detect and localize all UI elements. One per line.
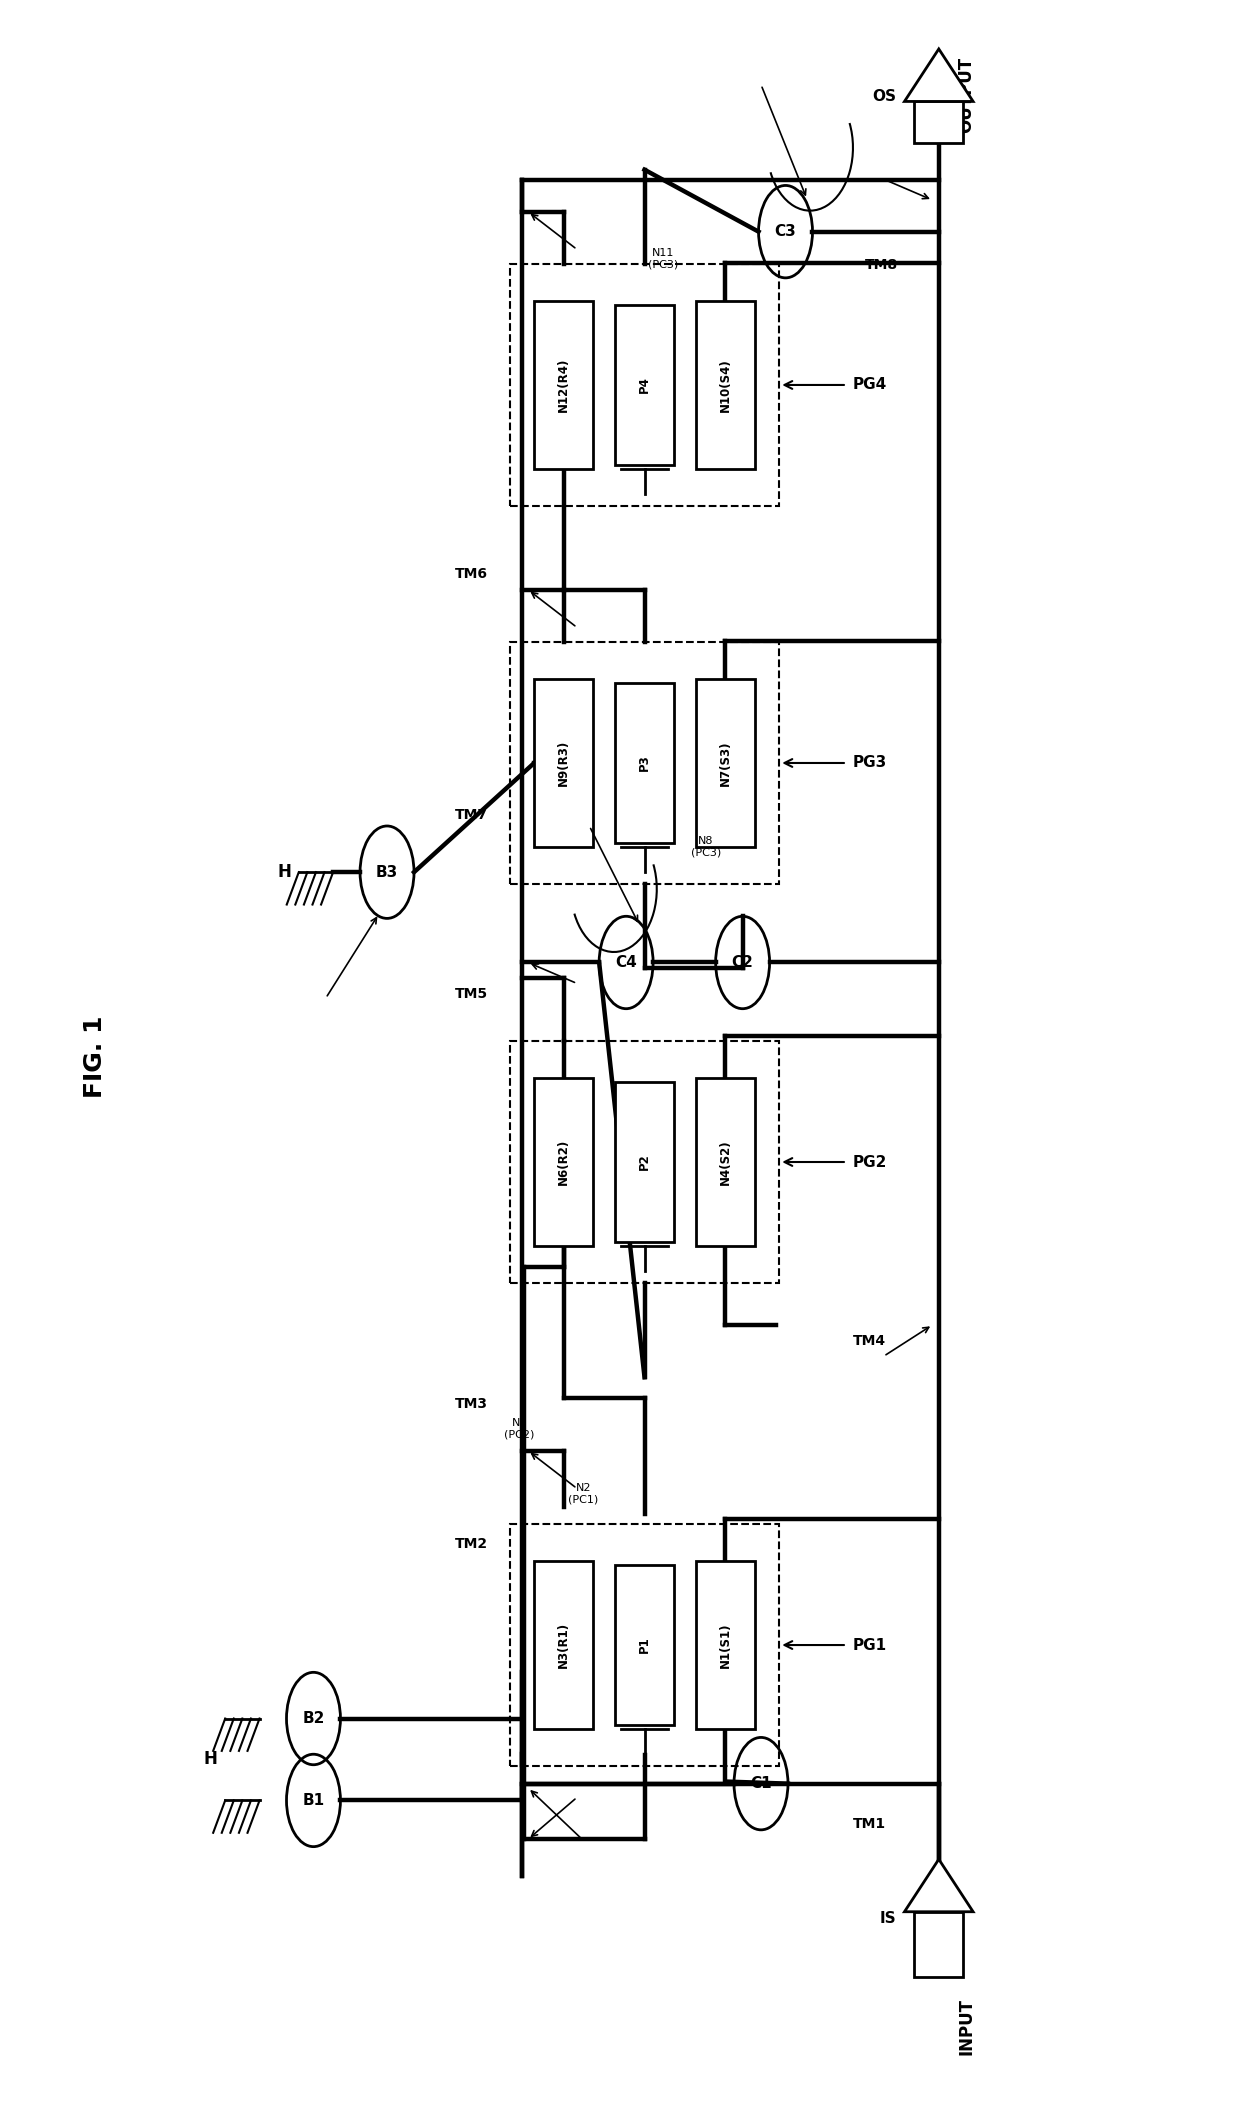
Text: OS: OS	[872, 89, 895, 104]
Text: P2: P2	[639, 1154, 651, 1171]
Text: N10(S4): N10(S4)	[719, 357, 732, 412]
Bar	[534, 1078, 593, 1245]
Text: TM8: TM8	[866, 258, 898, 273]
Bar	[696, 1560, 755, 1729]
Bar	[510, 264, 780, 505]
Polygon shape	[914, 101, 963, 144]
Text: PG2: PG2	[853, 1154, 888, 1169]
Text: N8
(PC3): N8 (PC3)	[691, 837, 720, 858]
Text: B2: B2	[303, 1710, 325, 1725]
Text: N5
(PC2): N5 (PC2)	[505, 1418, 534, 1440]
Bar	[534, 679, 593, 848]
Text: C1: C1	[750, 1776, 771, 1791]
Bar	[696, 300, 755, 469]
Text: TM4: TM4	[853, 1334, 887, 1347]
Bar	[615, 683, 675, 843]
Text: H: H	[278, 863, 291, 882]
Text: P3: P3	[639, 755, 651, 772]
Text: N4(S2): N4(S2)	[719, 1139, 732, 1184]
Polygon shape	[904, 49, 973, 101]
Bar	[696, 1078, 755, 1245]
Text: TM2: TM2	[454, 1537, 487, 1552]
Text: TM1: TM1	[853, 1816, 887, 1831]
Text: PG3: PG3	[853, 755, 887, 769]
Bar	[510, 1524, 780, 1765]
Text: TM6: TM6	[455, 567, 487, 581]
Text: TM5: TM5	[454, 987, 487, 1002]
Text: B3: B3	[376, 865, 398, 879]
Polygon shape	[914, 1911, 963, 1977]
Bar	[510, 643, 780, 884]
Bar	[510, 1042, 780, 1283]
Text: N9(R3): N9(R3)	[557, 740, 570, 786]
Text: N3(R1): N3(R1)	[557, 1621, 570, 1668]
Text: C4: C4	[615, 956, 637, 970]
Bar	[615, 1564, 675, 1725]
Text: IS: IS	[879, 1911, 895, 1926]
Text: H: H	[203, 1750, 218, 1769]
Text: FIG. 1: FIG. 1	[83, 1015, 107, 1099]
Text: INPUT: INPUT	[957, 1998, 975, 2055]
Bar	[615, 1082, 675, 1241]
Text: P1: P1	[639, 1636, 651, 1653]
Text: N2
(PC1): N2 (PC1)	[568, 1484, 599, 1505]
Text: PG4: PG4	[853, 378, 887, 393]
Text: N7(S3): N7(S3)	[719, 740, 732, 786]
Text: N12(R4): N12(R4)	[557, 357, 570, 412]
Text: P4: P4	[639, 376, 651, 393]
Text: PG1: PG1	[853, 1638, 887, 1653]
Text: B1: B1	[303, 1793, 325, 1807]
Text: C2: C2	[732, 956, 754, 970]
Text: TM7: TM7	[455, 808, 487, 822]
Text: C3: C3	[775, 224, 796, 239]
Text: N1(S1): N1(S1)	[719, 1621, 732, 1668]
Bar	[696, 679, 755, 848]
Bar	[534, 300, 593, 469]
Text: TM3: TM3	[455, 1397, 487, 1410]
Polygon shape	[904, 1858, 973, 1911]
Bar	[615, 304, 675, 465]
Bar	[534, 1560, 593, 1729]
Text: N6(R2): N6(R2)	[557, 1139, 570, 1186]
Text: N11
(PC3): N11 (PC3)	[647, 247, 678, 271]
Text: OUTPUT: OUTPUT	[957, 57, 975, 133]
